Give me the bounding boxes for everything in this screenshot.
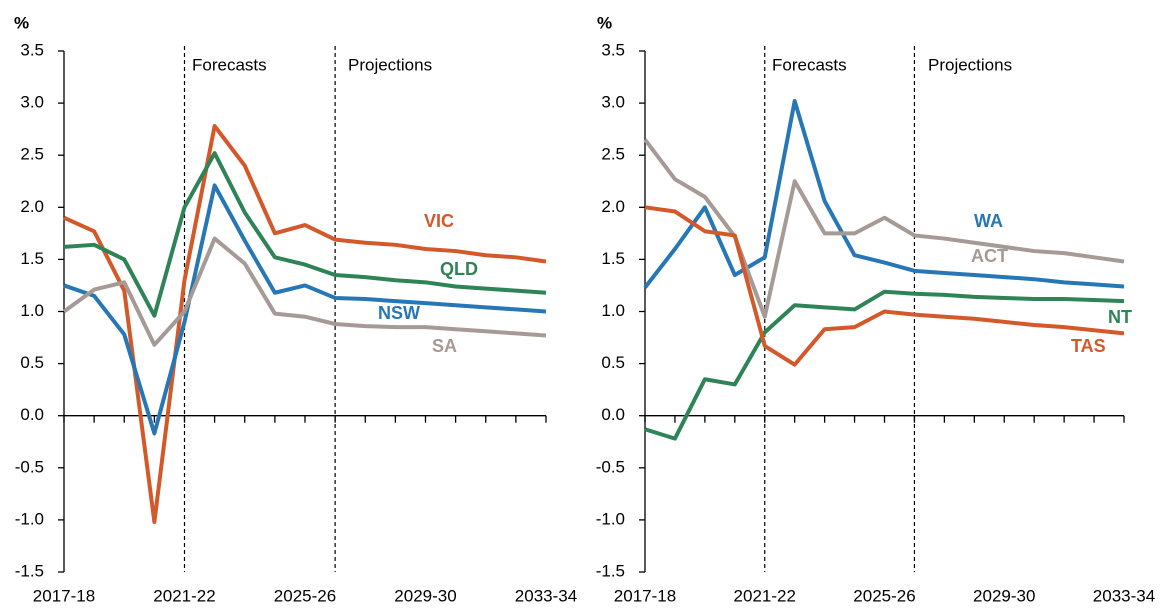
y-tick-label: 1.0	[601, 301, 625, 320]
y-tick-label: 1.5	[20, 249, 44, 268]
series-label: SA	[432, 336, 457, 356]
y-tick-label: 2.0	[601, 197, 625, 216]
series-line	[643, 138, 1125, 319]
series-line	[643, 99, 1125, 289]
series-line	[644, 289, 1125, 441]
series-line	[63, 124, 547, 524]
series-label: WA	[974, 211, 1003, 231]
period-label: Projections	[348, 55, 432, 74]
y-tick-label: 0.5	[601, 353, 625, 372]
y-tick-label: 2.5	[601, 145, 625, 164]
x-tick-label: 2017-18	[33, 586, 95, 605]
x-tick-label: 2025-26	[274, 586, 336, 605]
y-tick-label: 2.5	[20, 145, 44, 164]
series-label: TAS	[1071, 336, 1106, 356]
series-line	[644, 205, 1125, 367]
y-tick-label: 3.5	[20, 40, 44, 59]
x-tick-label: 2021-22	[153, 586, 215, 605]
y-tick-label: -1.0	[15, 509, 44, 528]
series-label: ACT	[971, 246, 1008, 266]
y-tick-label: 3.5	[601, 40, 625, 59]
x-tick-label: 2017-18	[614, 586, 676, 605]
y-tick-label: 1.5	[601, 249, 625, 268]
x-tick-label: 2033-34	[1093, 586, 1155, 605]
unit-label: %	[597, 13, 612, 32]
series-label: NT	[1108, 307, 1132, 327]
y-tick-label: 3.0	[20, 93, 44, 112]
period-label: Forecasts	[772, 55, 847, 74]
y-tick-label: 0.0	[20, 405, 44, 424]
y-tick-label: -1.0	[596, 509, 625, 528]
x-tick-label: 2025-26	[853, 586, 915, 605]
series-label: QLD	[440, 259, 478, 279]
series-line	[63, 183, 547, 436]
series-label: NSW	[378, 303, 420, 323]
y-tick-label: -1.5	[596, 561, 625, 580]
x-tick-label: 2033-34	[515, 586, 577, 605]
y-tick-label: -1.5	[15, 561, 44, 580]
y-tick-label: 2.0	[20, 197, 44, 216]
period-label: Projections	[928, 55, 1012, 74]
y-tick-label: 0.0	[601, 405, 625, 424]
series-label: VIC	[424, 211, 454, 231]
period-label: Forecasts	[192, 55, 267, 74]
unit-label: %	[14, 13, 29, 32]
x-tick-label: 2021-22	[734, 586, 796, 605]
x-tick-label: 2029-30	[394, 586, 456, 605]
x-tick-label: 2029-30	[973, 586, 1035, 605]
y-tick-label: -0.5	[15, 457, 44, 476]
y-tick-label: 3.0	[601, 93, 625, 112]
series-line	[62, 236, 547, 347]
y-tick-label: 1.0	[20, 301, 44, 320]
y-tick-label: 0.5	[20, 353, 44, 372]
series-line	[63, 151, 547, 318]
y-tick-label: -0.5	[596, 457, 625, 476]
